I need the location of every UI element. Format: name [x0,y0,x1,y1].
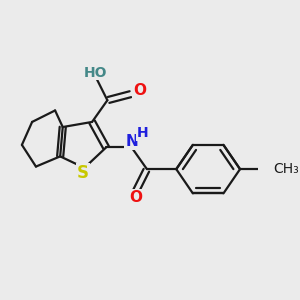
Text: S: S [77,164,89,182]
Text: O: O [129,190,142,205]
Text: N: N [125,134,138,149]
Text: CH₃: CH₃ [274,162,299,176]
Text: HO: HO [84,66,108,80]
Text: H: H [136,126,148,140]
Text: O: O [133,83,146,98]
